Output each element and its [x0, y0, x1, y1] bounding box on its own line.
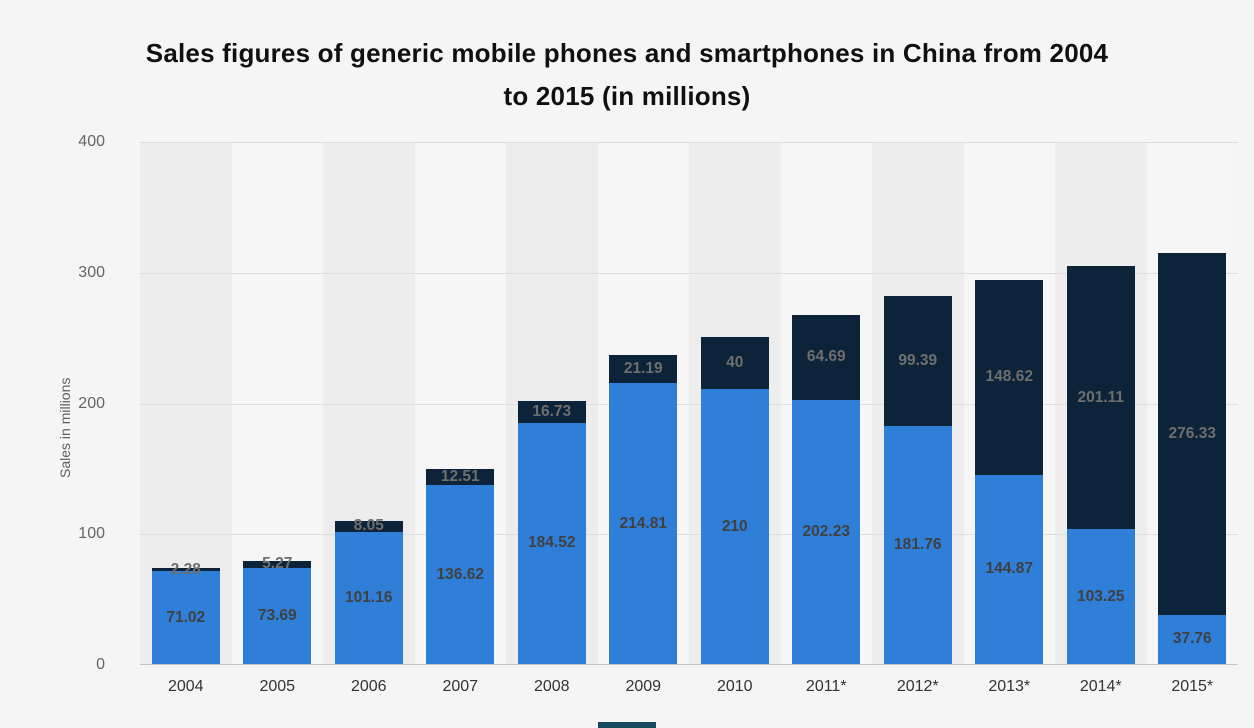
- y-axis-tick-label: 0: [96, 656, 105, 673]
- bar-segment-generic-phones[interactable]: 144.87: [975, 474, 1044, 664]
- bar-value-label: 181.76: [894, 536, 942, 554]
- bar-value-label: 210: [721, 517, 748, 535]
- x-axis-label: 2013*: [988, 678, 1031, 695]
- x-axis-label: 2007: [442, 678, 479, 695]
- bar-value-label: 184.52: [528, 534, 576, 552]
- gridline: [140, 272, 1238, 274]
- bar-value-label: 5.27: [262, 555, 293, 573]
- bar-value-label: 71.02: [166, 608, 206, 626]
- y-axis-tick-label: 300: [78, 263, 105, 281]
- bar-value-label: 64.69: [806, 348, 846, 366]
- y-axis-tick-label: 100: [78, 525, 105, 543]
- bar-segment-smartphones[interactable]: 16.73: [517, 400, 586, 423]
- bar-segment-smartphones[interactable]: 12.51: [426, 468, 495, 486]
- bar-segment-smartphones[interactable]: 40: [700, 337, 769, 390]
- chart-title-line1: Sales figures of generic mobile phones a…: [145, 38, 1109, 68]
- bar-segment-generic-phones[interactable]: 181.76: [883, 426, 952, 664]
- bar-value-label: 144.87: [985, 560, 1033, 578]
- bar-segment-generic-phones[interactable]: 184.52: [517, 422, 586, 664]
- bar-segment-generic-phones[interactable]: 214.81: [609, 383, 678, 664]
- x-axis-label: 2011*: [805, 678, 847, 695]
- bar-value-label: 101.16: [345, 588, 393, 606]
- bar-value-label: 37.76: [1172, 630, 1212, 648]
- y-axis-tick-label: 200: [78, 394, 105, 412]
- x-axis-label: 2004: [167, 678, 204, 695]
- bar-segment-smartphones[interactable]: 148.62: [975, 280, 1044, 475]
- bar-segment-generic-phones[interactable]: 73.69: [243, 567, 312, 664]
- bar-segment-generic-phones[interactable]: 103.25: [1066, 529, 1135, 664]
- bar-value-label: 148.62: [985, 368, 1033, 386]
- bar-value-label: 136.62: [436, 565, 484, 583]
- x-axis-label: 2015*: [1171, 678, 1214, 695]
- x-axis-label: 2005: [259, 678, 296, 695]
- bar-segment-smartphones[interactable]: 201.11: [1066, 266, 1135, 530]
- x-axis-label: 2010: [716, 678, 753, 695]
- gridline: [140, 142, 1238, 143]
- y-axis-tick-label: 400: [78, 133, 105, 150]
- gridline: [140, 403, 1238, 405]
- bar-value-label: 214.81: [619, 514, 667, 532]
- bar-value-label: 73.69: [257, 606, 297, 624]
- x-axis-label: 2008: [533, 678, 570, 695]
- bar-value-label: 103.25: [1077, 587, 1125, 605]
- bar-value-label: 16.73: [532, 402, 572, 420]
- bar-segment-smartphones[interactable]: 21.19: [609, 355, 678, 384]
- bar-value-label: 2.28: [170, 560, 201, 578]
- bar-segment-generic-phones[interactable]: 101.16: [334, 531, 403, 664]
- bar-segment-smartphones[interactable]: 64.69: [792, 315, 861, 400]
- chart-title-line2: to 2015 (in millions): [503, 80, 751, 111]
- bar-value-label: 276.33: [1168, 424, 1216, 442]
- bar-segment-generic-phones[interactable]: 136.62: [426, 485, 495, 664]
- bar-value-label: 21.19: [623, 360, 663, 378]
- bar-value-label: 40: [726, 354, 744, 372]
- bar-segment-smartphones[interactable]: 5.27: [243, 555, 312, 572]
- bar-segment-generic-phones[interactable]: 202.23: [792, 399, 861, 664]
- x-axis-label: 2014*: [1079, 678, 1122, 695]
- bar-segment-generic-phones[interactable]: 37.76: [1158, 614, 1227, 664]
- bar-segment-smartphones[interactable]: 99.39: [883, 296, 952, 427]
- bar-value-label: 201.11: [1077, 388, 1125, 406]
- x-axis-label: 2006: [350, 678, 387, 695]
- chart-title: Sales figures of generic mobile phones a…: [0, 32, 1254, 118]
- plot-area: 0 100 200 300 400 71.02 2.28 2004 73.69 5.27 2005 1…: [78, 133, 1238, 695]
- y-axis-title: Sales in millions: [57, 377, 73, 478]
- bar-value-label: 12.51: [440, 468, 480, 486]
- bar-value-label: 202.23: [802, 522, 850, 540]
- x-axis-label: 2009: [625, 678, 662, 695]
- bar-segment-smartphones[interactable]: 276.33: [1158, 253, 1227, 615]
- x-axis-label: 2012*: [896, 678, 939, 695]
- bar-value-label: 8.05: [353, 517, 384, 535]
- footer-cropped-strip: [598, 722, 656, 728]
- bar-segment-smartphones[interactable]: 2.28: [151, 561, 220, 578]
- gridline: [140, 534, 1238, 536]
- bar-value-label: 99.39: [898, 352, 938, 370]
- bar-segment-generic-phones[interactable]: 210: [700, 389, 769, 664]
- bar-segment-smartphones[interactable]: 8.05: [334, 517, 403, 534]
- bar-segment-generic-phones[interactable]: 71.02: [151, 571, 220, 664]
